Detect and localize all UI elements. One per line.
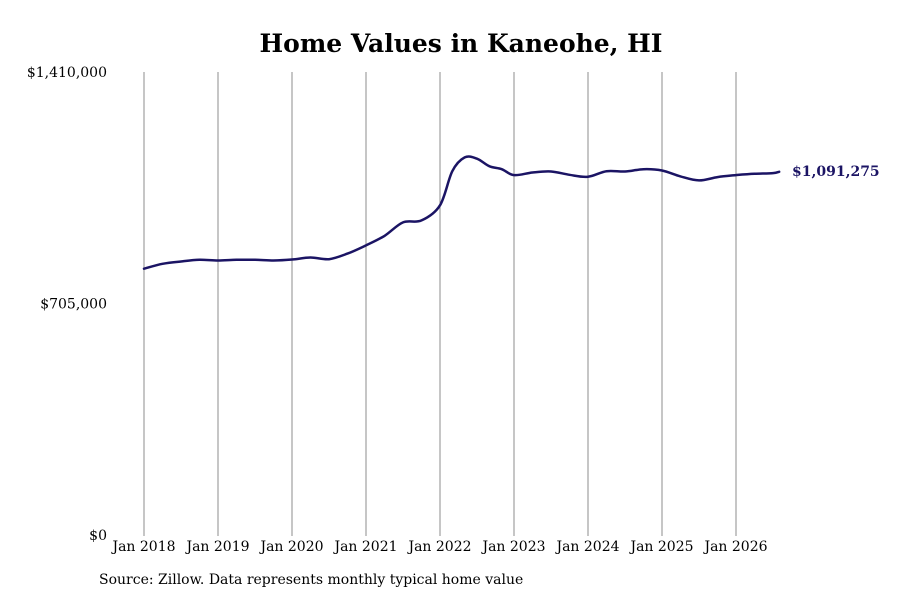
end-value-label: $1,091,275 [792,164,880,180]
y-tick-label: $0 [89,528,107,544]
x-tick-label: Jan 2020 [258,539,323,555]
vertical-gridlines [143,72,737,536]
x-tick-label: Jan 2026 [702,539,767,555]
x-axis-labels: Jan 2018 Jan 2019 Jan 2020 Jan 2021 Jan 2022… [110,539,767,555]
x-tick-label: Jan 2022 [406,539,471,555]
x-tick-label: Jan 2021 [332,539,397,555]
home-value-line [142,155,781,270]
y-tick-label: $1,410,000 [27,65,107,81]
y-axis-labels: $0 $705,000 $1,410,000 [27,65,107,544]
x-tick-label: Jan 2024 [554,539,619,555]
y-tick-label: $705,000 [40,297,107,313]
x-tick-label: Jan 2019 [184,539,249,555]
chart-title: Home Values in Kaneohe, HI [260,29,663,58]
x-tick-label: Jan 2025 [628,539,693,555]
source-note: Source: Zillow. Data represents monthly … [99,572,524,588]
x-tick-label: Jan 2023 [480,539,545,555]
x-tick-label: Jan 2018 [110,539,175,555]
